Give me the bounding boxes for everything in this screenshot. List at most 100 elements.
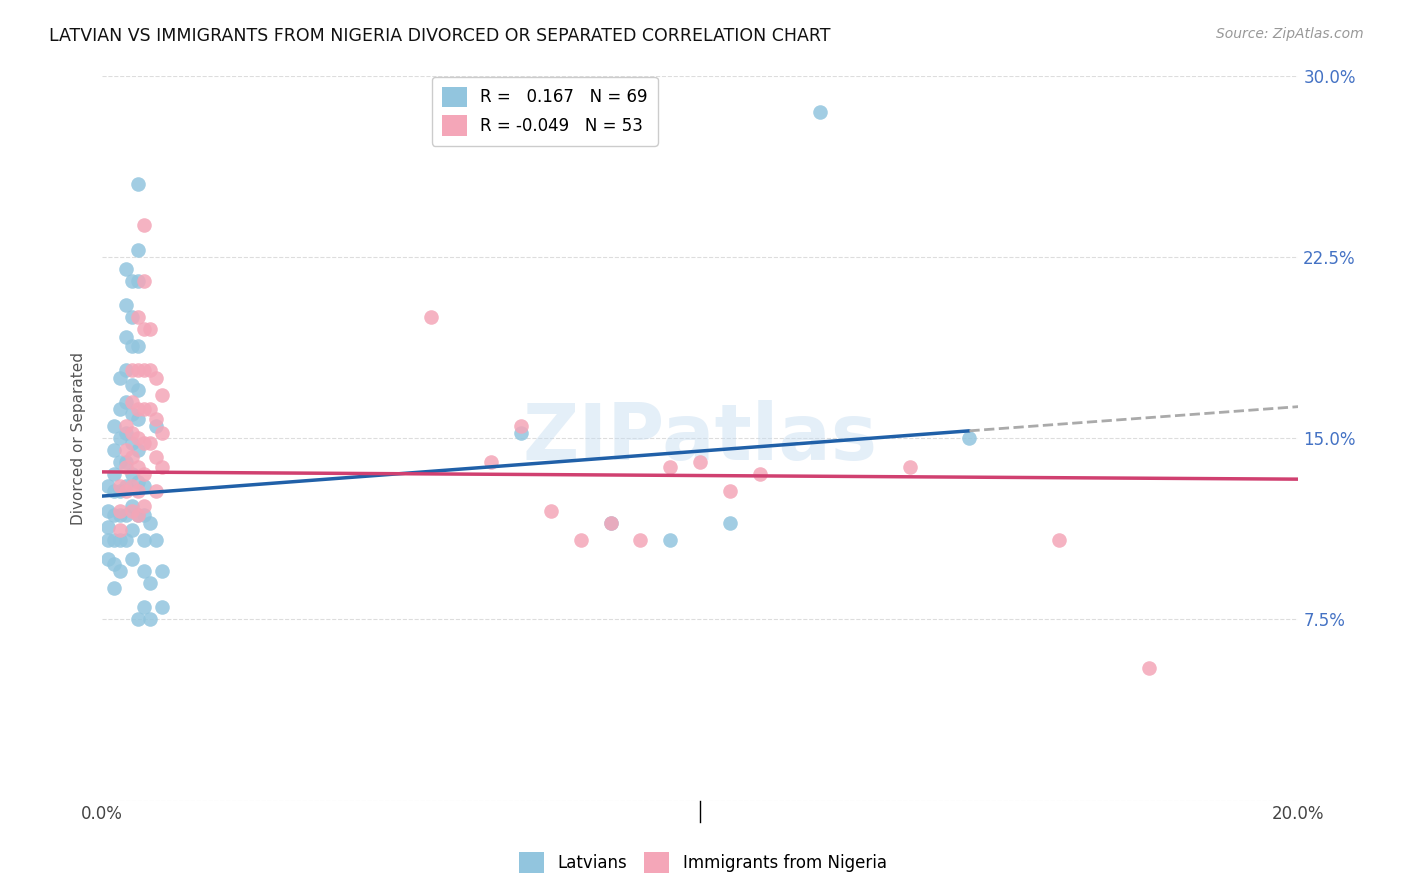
Point (115, 298, 138, 312)
Point (127, 402, 149, 417)
Point (115, 363, 138, 377)
Point (132, 402, 155, 417)
Point (115, 508, 138, 523)
Point (108, 455, 131, 469)
Point (599, 516, 621, 530)
Point (569, 533, 592, 547)
Point (659, 533, 682, 547)
Point (121, 479, 143, 493)
Point (127, 443, 149, 458)
Point (145, 533, 167, 547)
Point (108, 503, 131, 517)
Point (103, 508, 125, 523)
Point (103, 533, 125, 547)
Point (121, 426, 143, 441)
Point (103, 557, 125, 571)
Legend: R =   0.167   N = 69, R = -0.049   N = 53: R = 0.167 N = 69, R = -0.049 N = 53 (432, 77, 658, 145)
Point (132, 564, 155, 578)
Point (599, 516, 621, 530)
Point (132, 467, 155, 482)
Point (132, 533, 155, 547)
Point (121, 407, 143, 421)
Point (121, 503, 143, 517)
Point (420, 310, 443, 325)
Point (121, 467, 143, 482)
Point (115, 455, 138, 469)
Point (132, 479, 155, 493)
Point (127, 243, 149, 257)
Point (132, 600, 155, 615)
Point (127, 310, 149, 325)
Point (97, 479, 120, 493)
Point (127, 363, 149, 377)
Point (121, 436, 143, 450)
Point (718, 516, 741, 530)
Text: ZIPatlas: ZIPatlas (523, 401, 877, 476)
Point (115, 460, 138, 475)
Point (121, 274, 143, 288)
Point (150, 564, 173, 578)
Point (150, 426, 173, 441)
Point (127, 484, 149, 499)
Point (808, 104, 831, 119)
Point (145, 411, 167, 425)
Point (139, 516, 162, 530)
Point (132, 436, 155, 450)
Point (1047, 533, 1070, 547)
Point (121, 450, 143, 465)
Point (127, 274, 149, 288)
Point (898, 460, 921, 475)
Point (108, 431, 131, 445)
Point (132, 363, 155, 377)
Point (108, 484, 131, 499)
Point (145, 419, 167, 434)
Point (103, 443, 125, 458)
Point (108, 523, 131, 537)
Point (121, 310, 143, 325)
Point (132, 499, 155, 513)
Point (108, 402, 131, 417)
Point (139, 322, 162, 336)
Point (139, 436, 162, 450)
Point (115, 533, 138, 547)
Point (127, 508, 149, 523)
Point (139, 363, 162, 377)
Point (108, 370, 131, 384)
Point (97, 552, 120, 566)
Point (103, 484, 125, 499)
Point (103, 419, 125, 434)
Point (121, 377, 143, 392)
Point (127, 431, 149, 445)
Point (127, 339, 149, 353)
Point (97, 503, 120, 517)
Point (115, 419, 138, 434)
Point (957, 431, 980, 445)
Legend: Latvians, Immigrants from Nigeria: Latvians, Immigrants from Nigeria (513, 846, 893, 880)
Point (103, 581, 125, 595)
Point (121, 394, 143, 409)
Point (659, 460, 682, 475)
Point (121, 363, 143, 377)
Point (103, 467, 125, 482)
Point (1137, 661, 1160, 675)
Point (115, 261, 138, 276)
Point (127, 460, 149, 475)
Point (509, 426, 531, 441)
Point (132, 219, 155, 233)
Point (108, 533, 131, 547)
Point (127, 612, 149, 626)
Point (121, 499, 143, 513)
Point (749, 467, 772, 482)
Point (150, 600, 173, 615)
Point (127, 411, 149, 425)
Point (509, 419, 531, 434)
Point (689, 455, 711, 469)
Point (540, 503, 562, 517)
Text: LATVIAN VS IMMIGRANTS FROM NIGERIA DIVORCED OR SEPARATED CORRELATION CHART: LATVIAN VS IMMIGRANTS FROM NIGERIA DIVOR… (49, 27, 831, 45)
Point (121, 552, 143, 566)
Y-axis label: Divorced or Separated: Divorced or Separated (72, 351, 86, 524)
Point (139, 612, 162, 626)
Point (145, 370, 167, 384)
Point (150, 387, 173, 401)
Point (127, 383, 149, 397)
